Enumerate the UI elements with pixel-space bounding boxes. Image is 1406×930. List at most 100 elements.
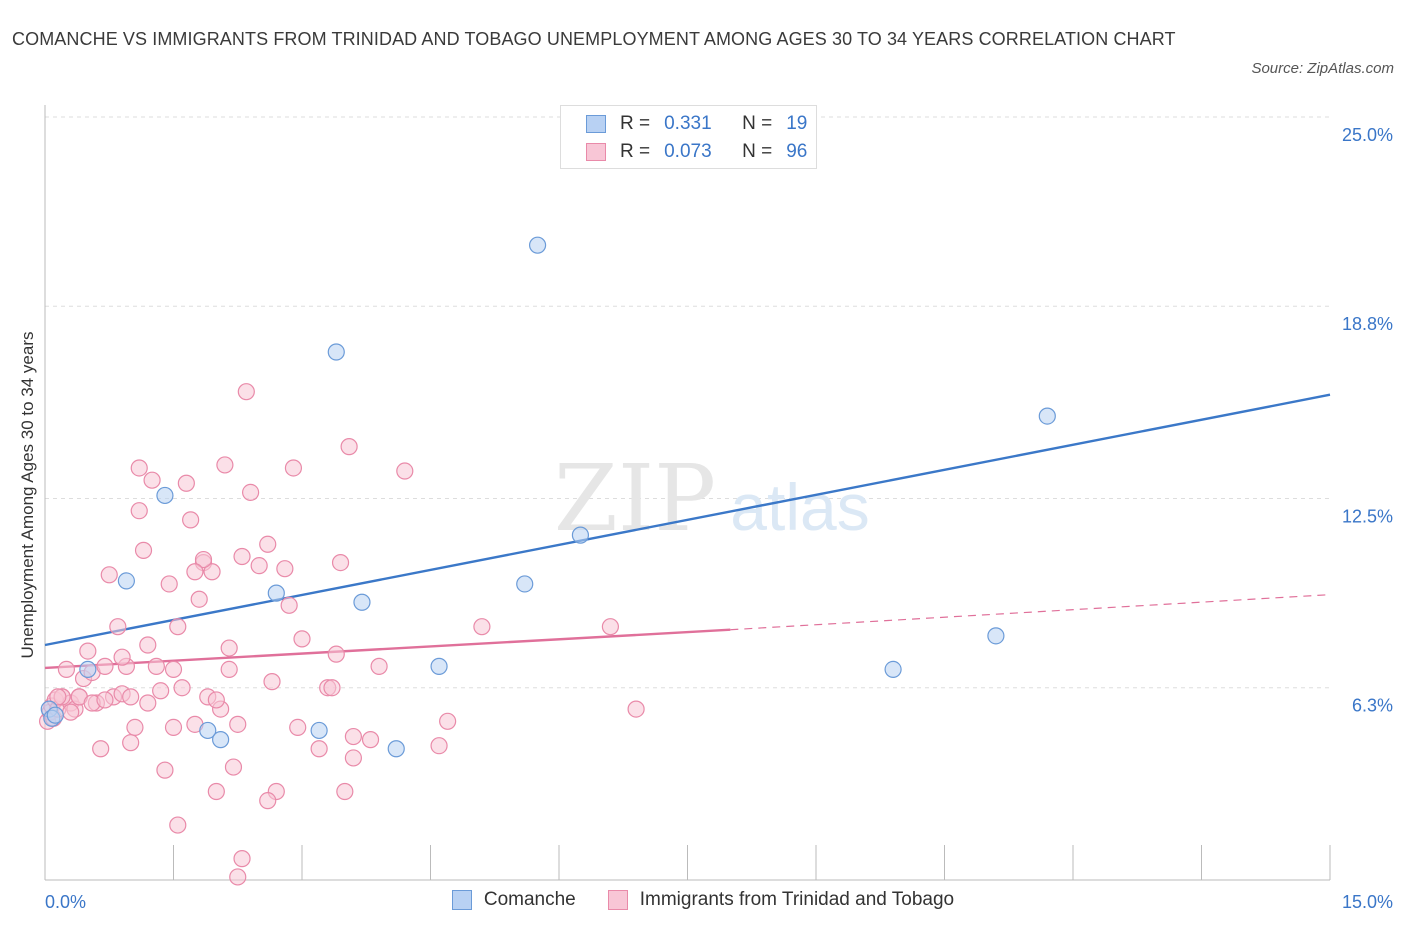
legend-series: Comanche Immigrants from Trinidad and To… (0, 889, 1406, 911)
trinidad-point (169, 618, 187, 636)
trinidad-swatch (586, 143, 606, 161)
comanche-point (310, 721, 328, 740)
y-tick-label: 25.0% (1342, 125, 1393, 145)
comanche-point (327, 343, 345, 361)
legend-r-value: 0.073 (664, 141, 712, 162)
comanche-trend-line (44, 393, 1331, 647)
trinidad-point (276, 560, 294, 578)
trinidad-point (233, 547, 251, 566)
trinidad-point (113, 648, 131, 666)
comanche-point (387, 740, 405, 758)
trinidad-point (92, 740, 110, 758)
trinidad-point (224, 758, 243, 776)
trinidad-point (439, 712, 457, 730)
comanche-swatch (586, 115, 606, 133)
legend-r-value: 0.331 (664, 113, 712, 134)
trinidad-point (259, 792, 277, 810)
trinidad-point (220, 639, 238, 657)
comanche-swatch (451, 890, 472, 910)
chart-title: COMANCHE VS IMMIGRANTS FROM TRINIDAD AND… (12, 29, 1176, 49)
legend-item-trinidad[interactable]: Immigrants from Trinidad and Tobago (607, 889, 955, 911)
trinidad-point (289, 718, 307, 737)
legend-n-value: 19 (786, 113, 808, 134)
trinidad-point (327, 645, 345, 663)
y-tick-label: 12.5% (1342, 507, 1393, 527)
trinidad-point (109, 618, 127, 636)
legend-label: Immigrants from Trinidad and Tobago (639, 889, 955, 910)
trinidad-point (203, 563, 221, 581)
comanche-point (884, 660, 902, 679)
legend-item-comanche[interactable]: Comanche (451, 889, 576, 911)
y-axis-label: Unemployment Among Ages 30 to 34 years (18, 331, 37, 659)
trinidad-point (242, 483, 260, 501)
comanche-point (516, 575, 534, 593)
comanche-point (212, 731, 230, 749)
trinidad-point (186, 563, 204, 581)
y-tick-label: 6.3% (1352, 696, 1393, 716)
trinidad-point (344, 749, 362, 767)
x-tick-label: 15.0% (1342, 892, 1393, 912)
trinidad-point (169, 816, 187, 834)
trinidad-point (323, 679, 341, 697)
trinidad-point (130, 459, 148, 477)
axes (44, 105, 1331, 881)
trinidad-point (207, 782, 225, 801)
comanche-point (1038, 407, 1056, 425)
comanche-point (987, 627, 1005, 645)
trinidad-point (152, 682, 170, 700)
comanche-point (117, 572, 135, 590)
trinidad-point (263, 673, 281, 691)
x-tick-label: 0.0% (45, 892, 86, 912)
legend-label: Comanche (483, 889, 576, 910)
trinidad-point (134, 541, 153, 559)
trinidad-point (164, 718, 183, 737)
data-points (38, 236, 1056, 886)
trinidad-point (336, 782, 354, 801)
trinidad-point (220, 660, 238, 679)
trinidad-point (430, 737, 448, 755)
trinidad-point (216, 456, 234, 474)
trinidad-point (156, 761, 174, 779)
legend-stats: R = 0.331 N = 19 R = 0.073 N = 96 (560, 105, 817, 169)
trinidad-point (79, 642, 97, 660)
trinidad-point (96, 657, 114, 675)
legend-n-value: 96 (786, 141, 808, 162)
trinidad-point (126, 718, 144, 737)
trinidad-point (293, 630, 311, 648)
legend-r-label: R = (620, 141, 651, 162)
trinidad-point (62, 703, 80, 721)
trinidad-point (344, 727, 362, 746)
trinidad-point (182, 511, 200, 529)
comanche-point (267, 584, 285, 602)
trinidad-point (229, 868, 247, 886)
trinidad-point (237, 383, 255, 401)
gridlines (45, 116, 1330, 689)
trinidad-point (173, 679, 191, 697)
trinidad-point (259, 535, 277, 553)
legend-r-label: R = (620, 113, 651, 134)
trinidad-point (627, 700, 645, 718)
comanche-point (430, 657, 448, 675)
comanche-point (199, 721, 217, 740)
trinidad-point (194, 550, 213, 569)
trinidad-point (233, 850, 251, 868)
trinidad-point (310, 740, 328, 758)
tick-labels: 6.3% 12.5% 18.8% 25.0% 0.0% 15.0% (45, 125, 1393, 912)
trinidad-point (49, 688, 67, 706)
trinidad-point (164, 660, 183, 679)
trinidad-point (96, 691, 114, 709)
y-tick-label: 18.8% (1342, 314, 1393, 334)
comanche-point (46, 706, 64, 724)
comanche-point (353, 593, 371, 611)
trinidad-point (122, 734, 140, 752)
legend-n-label: N = (742, 113, 773, 134)
trinidad-point (139, 636, 157, 654)
trinidad-point (100, 566, 118, 584)
comanche-point (156, 486, 174, 505)
trinidad-point (250, 557, 268, 575)
trinidad-point (229, 715, 247, 733)
trinidad-point (147, 657, 165, 675)
trinidad-swatch (607, 890, 628, 910)
trinidad-point (601, 618, 620, 636)
